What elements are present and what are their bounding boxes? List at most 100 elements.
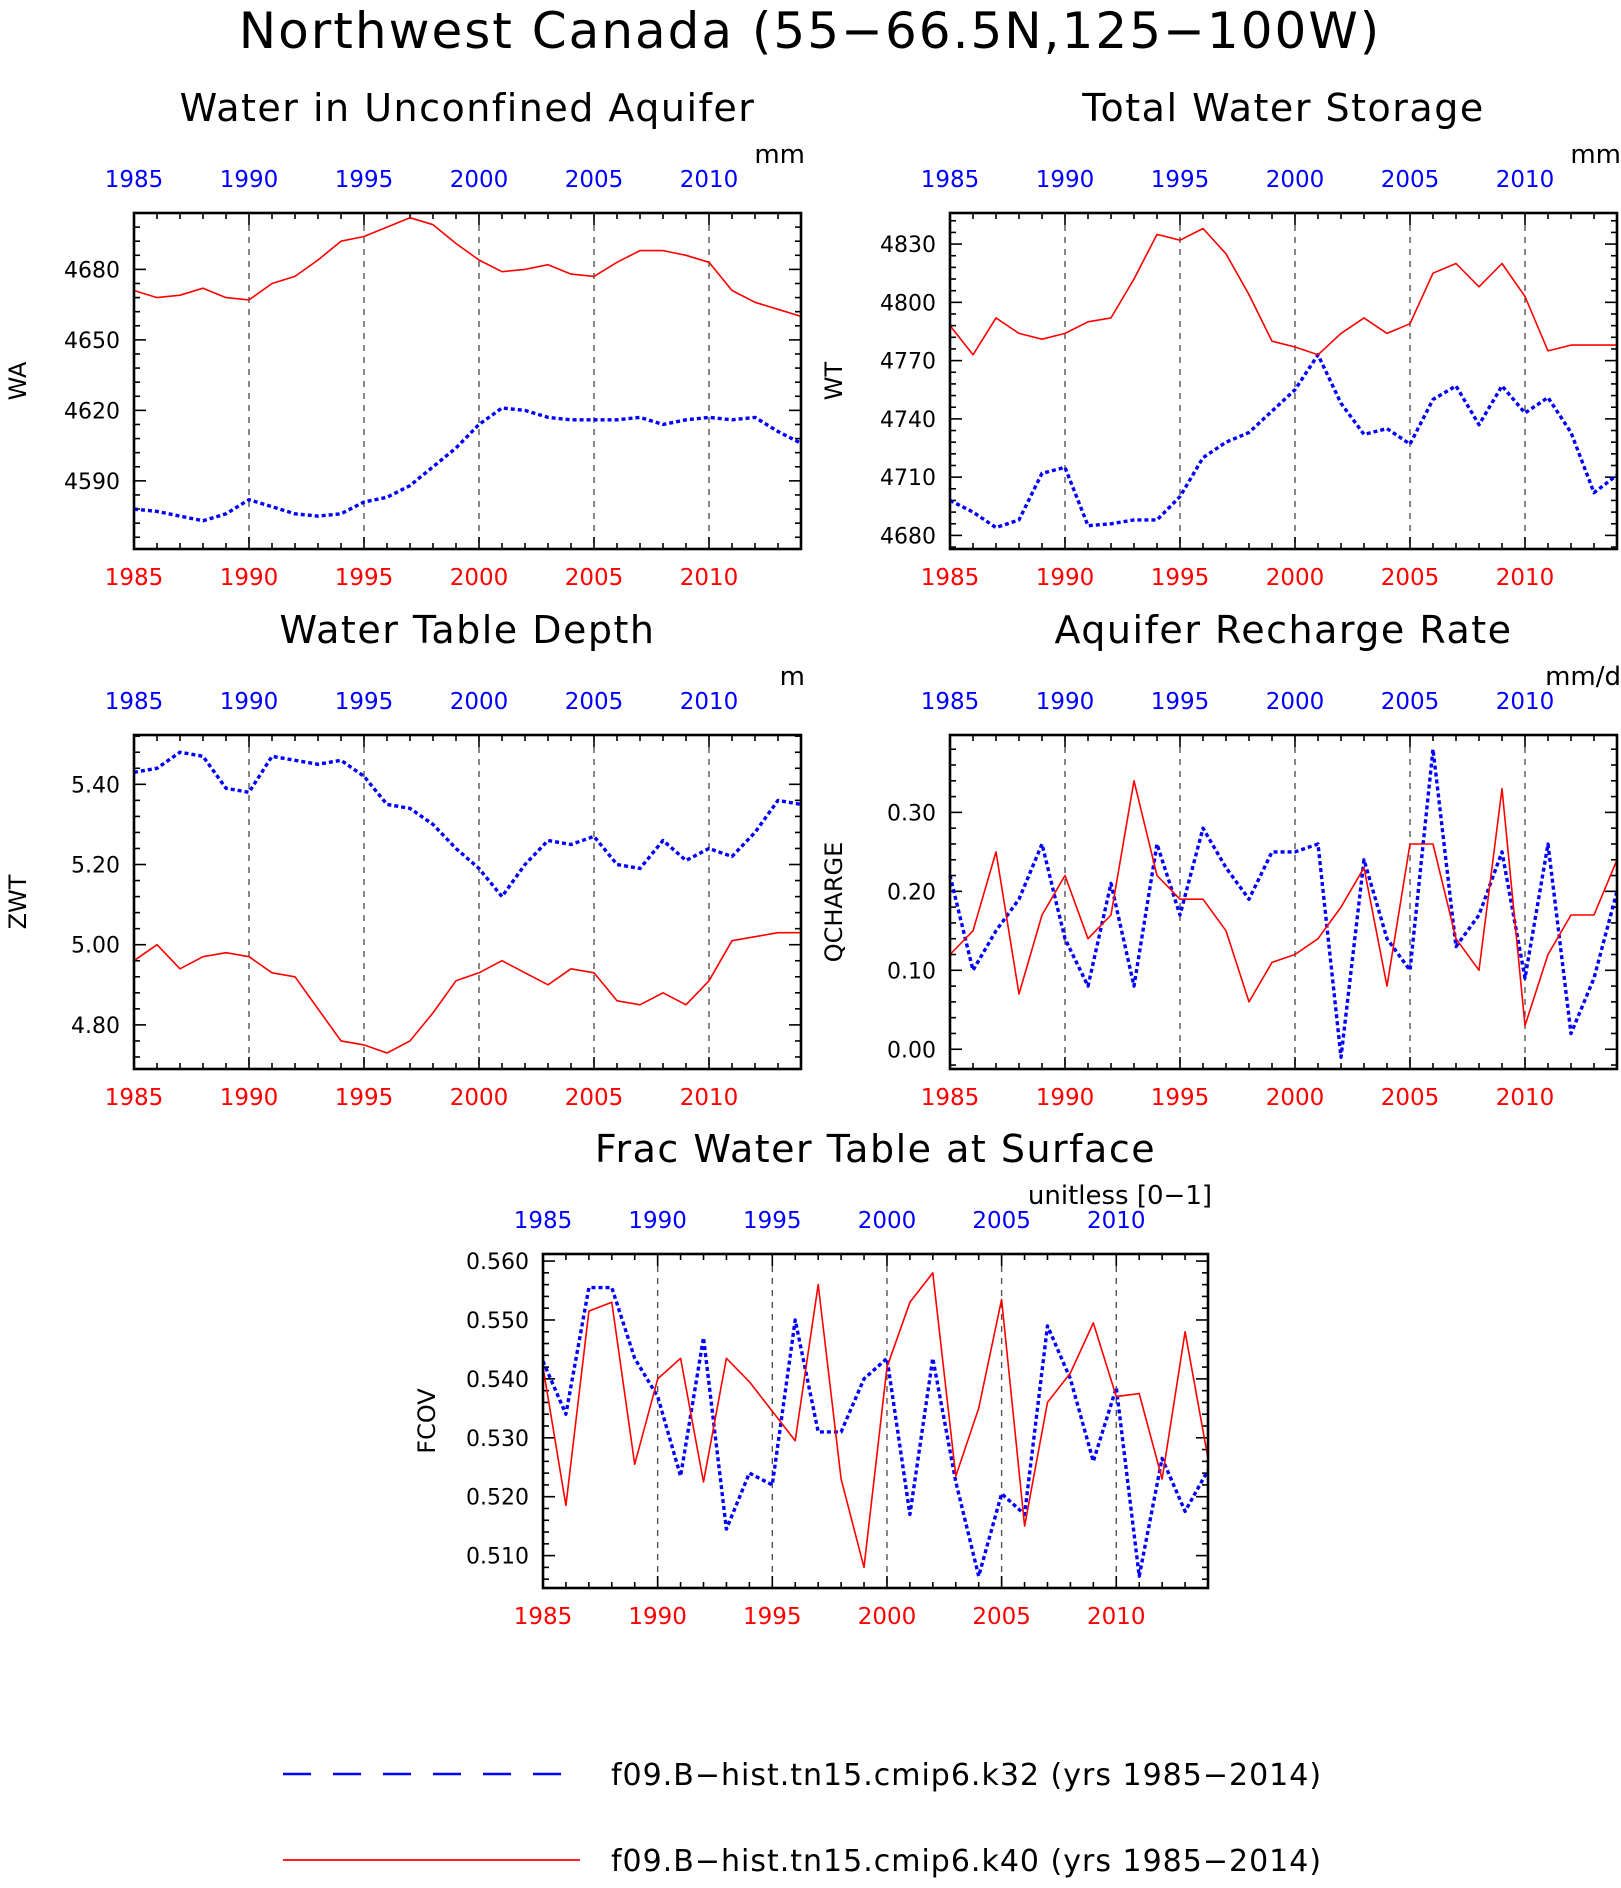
y-tick-label: 4620 [64, 399, 120, 424]
y-tick-label: 4.80 [71, 1014, 120, 1039]
panel-wt: Total Water Storage mm 1985 1985 1990 1990 199… [820, 86, 1621, 591]
y-tick-label: 4590 [64, 470, 120, 495]
x-tick-label-bottom: 1985 [105, 1085, 164, 1111]
y-tick-label: 0.20 [887, 880, 936, 905]
x-tick-label-top: 1985 [105, 689, 164, 715]
x-tick-label-top: 1990 [220, 167, 279, 193]
x-tick-label-top: 1990 [220, 689, 279, 715]
x-tick-label-bottom: 2010 [1496, 565, 1555, 591]
x-tick-label-top: 1985 [105, 167, 164, 193]
panel-qcharge: Aquifer Recharge Rate mm/d 1985 1985 1990 199… [820, 608, 1621, 1111]
x-tick-label-bottom: 2005 [1381, 1085, 1440, 1111]
x-tick-label-bottom: 2010 [680, 565, 739, 591]
x-tick-label-top: 1995 [335, 689, 394, 715]
x-tick-label-top: 2005 [1381, 167, 1440, 193]
x-tick-label-bottom: 2000 [858, 1604, 917, 1630]
y-tick-label: 0.560 [466, 1250, 529, 1275]
x-tick-label-bottom: 2000 [1266, 1085, 1325, 1111]
y-axis-label-wt: WT [820, 361, 848, 400]
x-tick-label-bottom: 1990 [1036, 565, 1095, 591]
x-tick-label-bottom: 1985 [921, 1085, 980, 1111]
panel-title-qcharge: Aquifer Recharge Rate [1054, 608, 1512, 652]
y-tick-label: 0.540 [466, 1368, 529, 1393]
x-tick-label-top: 2010 [1496, 689, 1555, 715]
x-tick-label-bottom: 1985 [921, 565, 980, 591]
y-axis-label-qcharge: QCHARGE [820, 842, 848, 963]
series-line-fcov-k40 [542, 1272, 1209, 1569]
y-tick-label: 0.520 [466, 1486, 529, 1511]
x-tick-label-bottom: 2010 [1496, 1085, 1555, 1111]
series-line-qcharge-k40 [949, 779, 1618, 1027]
series-line-qcharge-k32 [948, 747, 1619, 1059]
figure-title: Northwest Canada (55−66.5N,125−100W) [239, 2, 1382, 60]
y-axis-label-fcov: FCOV [413, 1388, 441, 1454]
y-tick-label: 4650 [64, 329, 120, 354]
legend-label-k40: f09.B−hist.tn15.cmip6.k40 (yrs 1985−2014… [611, 1844, 1322, 1879]
x-tick-label-bottom: 2000 [1266, 565, 1325, 591]
x-tick-label-top: 1990 [628, 1208, 687, 1234]
x-tick-label-top: 1995 [743, 1208, 802, 1234]
y-tick-label: 4770 [880, 350, 936, 375]
x-tick-label-top: 2000 [450, 167, 509, 193]
y-tick-label: 4830 [880, 233, 936, 258]
x-tick-label-top: 1985 [921, 167, 980, 193]
plot-frame-wt [948, 211, 1619, 551]
series-line-wt-k40 [949, 227, 1617, 356]
x-tick-label-top: 1985 [514, 1208, 573, 1234]
panel-title-wa: Water in Unconfined Aquifer [180, 86, 756, 130]
y-tick-label: 0.510 [466, 1545, 529, 1570]
x-tick-label-bottom: 1990 [220, 1085, 279, 1111]
panel-fcov: Frac Water Table at Surface unitless [0−1… [413, 1127, 1212, 1630]
panel-title-wt: Total Water Storage [1081, 86, 1484, 130]
units-label-wa: mm [754, 140, 805, 170]
x-tick-label-bottom: 1995 [1151, 565, 1210, 591]
x-tick-label-top: 1995 [335, 167, 394, 193]
y-tick-label: 0.550 [466, 1309, 529, 1334]
units-label-fcov: unitless [0−1] [1028, 1181, 1212, 1211]
x-tick-label-top: 2000 [1266, 167, 1325, 193]
y-axis-label-wa: WA [4, 361, 32, 400]
y-tick-label: 5.20 [71, 854, 120, 879]
panel-zwt: Water Table Depth m 1985 1985 1990 1990 1995 19… [4, 608, 805, 1111]
x-tick-label-top: 2005 [565, 167, 624, 193]
x-tick-label-top: 2000 [858, 1208, 917, 1234]
plot-frame-zwt [132, 733, 803, 1071]
y-tick-label: 0.30 [887, 801, 936, 826]
x-tick-label-bottom: 2000 [450, 565, 509, 591]
units-label-wt: mm [1570, 140, 1621, 170]
legend-label-k32: f09.B−hist.tn15.cmip6.k32 (yrs 1985−2014… [611, 1758, 1322, 1793]
x-tick-label-top: 1995 [1151, 167, 1210, 193]
y-tick-label: 4800 [880, 291, 936, 316]
y-tick-label: 0.00 [887, 1038, 936, 1063]
x-tick-label-bottom: 1995 [335, 1085, 394, 1111]
x-tick-label-bottom: 1985 [105, 565, 164, 591]
plot-frame-wa [132, 211, 803, 551]
x-tick-label-top: 1990 [1036, 167, 1095, 193]
x-tick-label-top: 2005 [972, 1208, 1031, 1234]
series-line-zwt-k40 [133, 931, 801, 1054]
x-tick-label-top: 2010 [1087, 1208, 1146, 1234]
x-tick-label-top: 1995 [1151, 689, 1210, 715]
series-line-fcov-k32 [541, 1285, 1210, 1578]
y-tick-label: 5.00 [71, 934, 120, 959]
x-tick-label-top: 2010 [680, 167, 739, 193]
plot-frame-fcov [541, 1252, 1210, 1590]
y-tick-label: 0.10 [887, 959, 936, 984]
y-tick-label: 0.530 [466, 1427, 529, 1452]
y-axis-label-zwt: ZWT [4, 874, 32, 929]
panel-wa: Water in Unconfined Aquifer mm 1985 1985 199… [4, 86, 805, 591]
x-tick-label-top: 2005 [565, 689, 624, 715]
y-tick-label: 4740 [880, 408, 936, 433]
series-line-wa-k32 [133, 406, 802, 523]
x-tick-label-top: 2000 [450, 689, 509, 715]
x-tick-label-top: 2005 [1381, 689, 1440, 715]
x-tick-label-bottom: 1995 [1151, 1085, 1210, 1111]
x-tick-label-bottom: 2010 [1087, 1604, 1146, 1630]
legend: f09.B−hist.tn15.cmip6.k32 (yrs 1985−2014… [283, 1758, 1322, 1879]
series-line-zwt-k32 [133, 750, 802, 899]
panel-title-fcov: Frac Water Table at Surface [595, 1127, 1156, 1171]
x-tick-label-bottom: 1990 [628, 1604, 687, 1630]
x-tick-label-bottom: 2005 [1381, 565, 1440, 591]
x-tick-label-top: 2010 [1496, 167, 1555, 193]
